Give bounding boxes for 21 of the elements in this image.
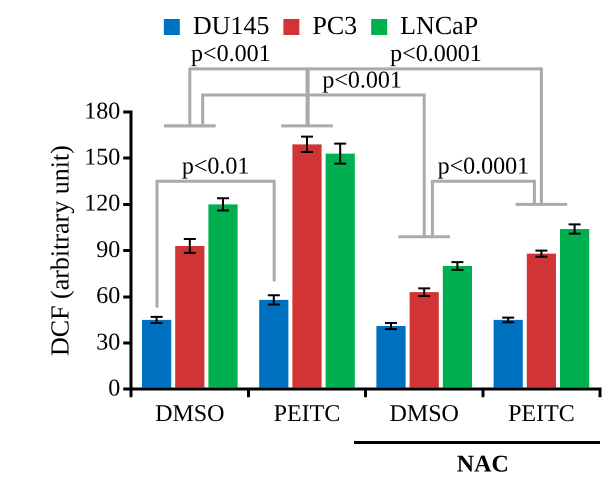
text: p<0.001: [322, 67, 402, 94]
text: p<0.001: [191, 41, 271, 68]
y-tick-label: 120: [84, 190, 120, 217]
x-tick-label: PEITC: [508, 400, 575, 427]
annotation: p<0.0001: [438, 154, 530, 180]
text: p<0.0001: [390, 41, 482, 68]
y-axis-title: DCF (arbitrary unit): [45, 145, 74, 356]
legend-label: PC3: [312, 10, 358, 40]
x-tick-label: PEITC: [274, 400, 340, 427]
y-tick-label: 150: [84, 144, 120, 170]
y-tick-label: 180: [84, 98, 120, 124]
y-tick-label: 30: [96, 329, 120, 356]
x-tick-label: DMSO: [155, 400, 224, 427]
y-tick-label: 0: [108, 375, 120, 402]
annotation: p<0.01: [182, 154, 250, 180]
legend-label: DU145: [192, 10, 270, 40]
y-tick-label: 90: [96, 236, 120, 263]
legend-label: LNCaP: [400, 10, 478, 40]
y-tick-label: 60: [96, 283, 120, 310]
x-tick-label: DMSO: [390, 400, 459, 427]
text: NAC: [456, 451, 509, 478]
